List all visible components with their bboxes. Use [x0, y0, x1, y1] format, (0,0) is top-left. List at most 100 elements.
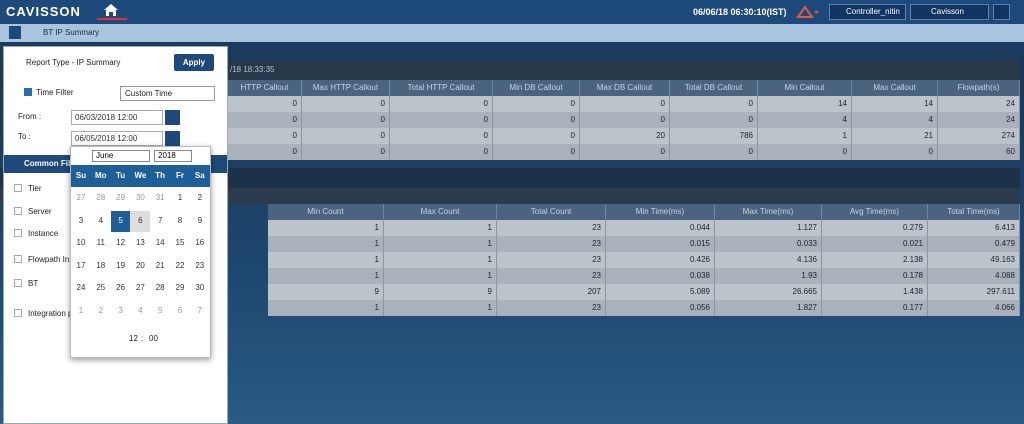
table-cell: 1	[384, 252, 497, 268]
column-header: Avg Time(ms)	[822, 204, 928, 220]
controller-button[interactable]: Controller_nitin	[829, 4, 906, 20]
calendar-day[interactable]: 28	[155, 283, 165, 292]
calendar-day[interactable]: 25	[96, 283, 106, 292]
calendar-day[interactable]: 7	[157, 215, 163, 225]
filter-checkbox[interactable]	[14, 229, 22, 237]
calendar-day[interactable]: 31	[155, 193, 165, 202]
filter-checkbox[interactable]	[14, 207, 22, 215]
column-header: Min DB Callout	[493, 80, 580, 96]
table-cell: 1	[384, 268, 497, 284]
calendar-day[interactable]: 5	[110, 210, 131, 232]
calendar-day[interactable]: 5	[157, 305, 163, 315]
home-icon[interactable]	[97, 3, 127, 20]
year-select[interactable]: 2018	[154, 150, 192, 162]
calendar-day[interactable]: 13	[135, 238, 145, 247]
calendar-day[interactable]: 14	[155, 238, 165, 247]
calendar-day[interactable]: 6	[177, 305, 183, 315]
table-cell: 1	[384, 236, 497, 252]
table-cell: 4.088	[928, 268, 1020, 284]
calendar-day[interactable]: 27	[76, 193, 86, 202]
table-cell: 0	[670, 96, 758, 112]
calendar-day[interactable]: 17	[76, 260, 86, 270]
calendar-day[interactable]: 7	[197, 305, 203, 315]
calendar-popup: June 2018 12 : 00 Su Mo Tu We Th Fr Sa 27 28 29 30…	[70, 146, 211, 358]
calendar-day[interactable]: 2	[98, 305, 104, 315]
calendar-day[interactable]: 12	[116, 238, 126, 247]
minute[interactable]: 00	[149, 334, 158, 343]
calendar-day[interactable]: 11	[96, 238, 105, 247]
time-filter-checkbox[interactable]	[24, 88, 32, 96]
time-separator: :	[141, 334, 144, 343]
calendar-day[interactable]: 4	[98, 215, 104, 225]
alert-icon[interactable]	[796, 5, 820, 19]
calendar-day[interactable]: 10	[76, 238, 86, 247]
table-cell: 0	[228, 96, 302, 112]
calendar-day[interactable]: 20	[135, 260, 145, 270]
to-input[interactable]: 06/05/2018 12:00	[71, 131, 163, 146]
table-cell: 0.015	[606, 236, 715, 252]
calendar-day[interactable]: 2	[197, 193, 203, 202]
table-cell: 23	[497, 236, 606, 252]
table-cell: 23	[497, 220, 606, 236]
calendar-day[interactable]: 30	[135, 193, 145, 202]
table-cell: 9	[384, 284, 497, 300]
calendar-day[interactable]: 18	[96, 260, 106, 270]
table-cell: 1	[384, 300, 497, 316]
hour[interactable]: 12	[129, 334, 138, 343]
fullscreen-button[interactable]	[993, 4, 1010, 20]
calendar-day[interactable]: 4	[138, 305, 143, 315]
calendar-day[interactable]: 24	[76, 283, 86, 292]
month-select[interactable]: June	[92, 150, 150, 162]
table-cell: 4.136	[715, 252, 822, 268]
breadcrumb-bar: BT IP Summary	[0, 24, 1024, 42]
calendar-day[interactable]: 1	[177, 193, 183, 202]
weekday: We	[134, 171, 147, 180]
from-input[interactable]: 06/03/2018 12:00	[71, 110, 163, 125]
calendar-day[interactable]: 3	[118, 305, 123, 315]
calendar-day[interactable]: 15	[175, 238, 185, 247]
weekday-header	[71, 165, 210, 187]
to-calendar-button[interactable]	[165, 131, 180, 146]
column-header: HTTP Callout	[228, 80, 302, 96]
calendar-day[interactable]: 16	[195, 238, 205, 247]
calendar-day[interactable]: 27	[135, 283, 145, 292]
calendar-day[interactable]: 6	[130, 210, 151, 232]
table-cell: 14	[852, 96, 938, 112]
column-header: Flowpath(s)	[938, 80, 1020, 96]
column-header: Min Time(ms)	[606, 204, 715, 220]
filter-checkbox[interactable]	[14, 255, 22, 263]
calendar-day[interactable]: 3	[78, 215, 84, 225]
time-select[interactable]: Custom Time	[120, 86, 215, 101]
calendar-day[interactable]: 19	[116, 260, 126, 270]
calendar-day[interactable]: 26	[116, 283, 126, 292]
user-button[interactable]: Cavisson	[910, 4, 989, 20]
from-calendar-button[interactable]	[165, 110, 180, 125]
table-cell: 4.066	[928, 300, 1020, 316]
calendar-day[interactable]: 21	[155, 260, 165, 270]
calendar-day[interactable]: 1	[78, 305, 84, 315]
table-cell: 23	[497, 300, 606, 316]
calendar-day[interactable]: 22	[175, 260, 185, 270]
calendar-day[interactable]: 29	[175, 283, 185, 292]
calendar-day[interactable]: 23	[195, 260, 205, 270]
calendar-day[interactable]: 30	[195, 283, 205, 292]
calendar-day[interactable]: 8	[177, 215, 183, 225]
table-cell: 1.438	[822, 284, 928, 300]
calendar-day[interactable]: 29	[116, 193, 126, 202]
table-cell: 786	[670, 128, 758, 144]
table-cell: 0.177	[822, 300, 928, 316]
table-cell: 0	[758, 144, 852, 160]
table-cell: 1	[268, 268, 384, 284]
table-cell: 0	[670, 144, 758, 160]
weekday: Fr	[176, 171, 184, 180]
filter-checkbox[interactable]	[14, 184, 22, 192]
filter-checkbox[interactable]	[14, 309, 22, 317]
calendar-day[interactable]: 28	[96, 193, 106, 202]
apply-button[interactable]: Apply	[174, 54, 214, 71]
column-header: Min Callout	[758, 80, 852, 96]
table-cell: 20	[580, 128, 670, 144]
filter-checkbox[interactable]	[14, 279, 22, 287]
calendar-day[interactable]: 9	[197, 215, 203, 225]
menu-button[interactable]	[9, 26, 21, 39]
table-cell: 0	[228, 112, 302, 128]
